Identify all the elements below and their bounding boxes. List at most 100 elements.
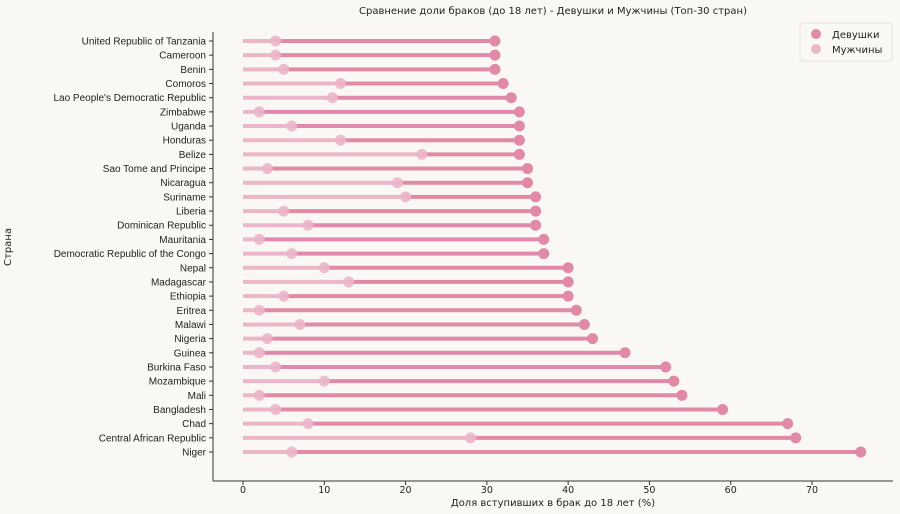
legend: Девушки Мужчины bbox=[799, 22, 893, 62]
plot-area: 0 10 20 30 40 50 60 70 United Republic of Tanzan… bbox=[53, 32, 893, 496]
x-axis-label: Доля вступивших в брак до 18 лет (%) bbox=[451, 498, 655, 509]
y-tick-label: Belize bbox=[179, 150, 207, 161]
boys-point bbox=[270, 35, 282, 47]
girls-point bbox=[587, 333, 599, 345]
y-tick-label: Mauritania bbox=[159, 235, 206, 246]
girls-point bbox=[717, 403, 729, 415]
y-tick-label: Democratic Republic of the Congo bbox=[54, 249, 207, 260]
x-tick-label: 30 bbox=[481, 485, 493, 496]
girls-point bbox=[562, 276, 574, 288]
boys-point bbox=[253, 304, 265, 316]
boys-point bbox=[335, 134, 347, 146]
legend-label-girls: Девушки bbox=[832, 30, 879, 41]
y-tick-label: Benin bbox=[180, 65, 206, 76]
girls-point bbox=[513, 120, 525, 132]
girls-point bbox=[668, 375, 680, 387]
girls-point bbox=[530, 219, 542, 231]
legend-marker-boys bbox=[811, 44, 821, 54]
boys-point bbox=[302, 219, 314, 231]
girls-point bbox=[619, 347, 631, 359]
boys-point bbox=[391, 177, 403, 189]
y-tick-label: Dominican Republic bbox=[117, 221, 206, 232]
legend-label-boys: Мужчины bbox=[832, 45, 882, 56]
y-tick-label: Central African Republic bbox=[99, 433, 206, 444]
y-tick-label: Comoros bbox=[165, 79, 206, 90]
girls-point bbox=[489, 35, 501, 47]
y-tick-label: Malawi bbox=[175, 320, 206, 331]
boys-point bbox=[326, 92, 338, 104]
legend-marker-girls bbox=[811, 29, 821, 39]
boys-point bbox=[400, 191, 412, 203]
legend-box bbox=[799, 22, 893, 62]
girls-point bbox=[538, 233, 550, 245]
girls-point bbox=[538, 248, 550, 260]
boys-point bbox=[270, 49, 282, 61]
girls-point bbox=[505, 92, 517, 104]
y-tick-label: Suriname bbox=[163, 192, 206, 203]
y-tick-label: Burkina Faso bbox=[147, 362, 206, 373]
boys-point bbox=[261, 333, 273, 345]
girls-point bbox=[660, 361, 672, 373]
chart-title: Сравнение доли браков (до 18 лет) - Деву… bbox=[359, 6, 747, 17]
y-tick-label: Ethiopia bbox=[170, 292, 207, 303]
y-tick-label: Mali bbox=[188, 391, 206, 402]
y-tick-label: Honduras bbox=[163, 136, 206, 147]
y-tick-label: Guinea bbox=[174, 348, 207, 359]
y-tick-label: Uganda bbox=[171, 122, 206, 133]
boys-point bbox=[343, 276, 355, 288]
girls-point bbox=[676, 389, 688, 401]
girls-point bbox=[497, 78, 509, 90]
boys-point bbox=[253, 389, 265, 401]
y-tick-label: Chad bbox=[182, 419, 206, 430]
y-tick-label: Liberia bbox=[176, 207, 206, 218]
girls-point bbox=[489, 49, 501, 61]
girls-point bbox=[562, 290, 574, 302]
boys-point bbox=[294, 318, 306, 330]
boys-point bbox=[278, 63, 290, 75]
girls-point bbox=[790, 432, 802, 444]
girls-point bbox=[522, 163, 533, 175]
x-tick-label: 10 bbox=[318, 485, 330, 496]
girls-point bbox=[489, 63, 501, 75]
y-tick-label: Eritrea bbox=[177, 306, 207, 317]
girls-point bbox=[513, 106, 525, 118]
boys-point bbox=[318, 262, 330, 274]
boys-point bbox=[416, 148, 428, 160]
boys-point bbox=[261, 163, 273, 175]
x-tick-label: 60 bbox=[725, 485, 737, 496]
y-tick-label: Mozambique bbox=[149, 377, 207, 388]
y-tick-label: Nigeria bbox=[174, 334, 206, 345]
girls-point bbox=[513, 134, 525, 146]
y-axis-label: Страна bbox=[3, 228, 14, 266]
girls-point bbox=[562, 262, 574, 274]
girls-point bbox=[513, 148, 525, 160]
boys-point bbox=[253, 347, 265, 359]
x-tick-label: 70 bbox=[806, 485, 818, 496]
girls-point bbox=[530, 191, 542, 203]
boys-point bbox=[286, 120, 298, 132]
y-tick-label: Cameroon bbox=[159, 51, 206, 62]
girls-point bbox=[530, 205, 542, 217]
girls-point bbox=[855, 446, 867, 458]
girls-point bbox=[782, 418, 794, 430]
boys-point bbox=[302, 418, 314, 430]
girls-point bbox=[522, 177, 533, 189]
boys-point bbox=[253, 233, 265, 245]
x-tick-label: 40 bbox=[562, 485, 574, 496]
boys-point bbox=[270, 361, 282, 373]
x-tick-label: 50 bbox=[643, 485, 655, 496]
boys-point bbox=[286, 446, 298, 458]
y-tick-label: Nepal bbox=[180, 263, 206, 274]
y-tick-label: United Republic of Tanzania bbox=[82, 37, 207, 48]
boys-point bbox=[465, 432, 477, 444]
boys-point bbox=[253, 106, 265, 118]
y-tick-label: Zimbabwe bbox=[160, 107, 207, 118]
y-tick-label: Niger bbox=[182, 448, 207, 459]
x-tick-label: 20 bbox=[400, 485, 412, 496]
boys-point bbox=[335, 78, 347, 90]
boys-point bbox=[278, 205, 290, 217]
boys-point bbox=[270, 403, 282, 415]
boys-point bbox=[278, 290, 290, 302]
boys-point bbox=[318, 375, 330, 387]
x-tick-label: 0 bbox=[240, 485, 246, 496]
